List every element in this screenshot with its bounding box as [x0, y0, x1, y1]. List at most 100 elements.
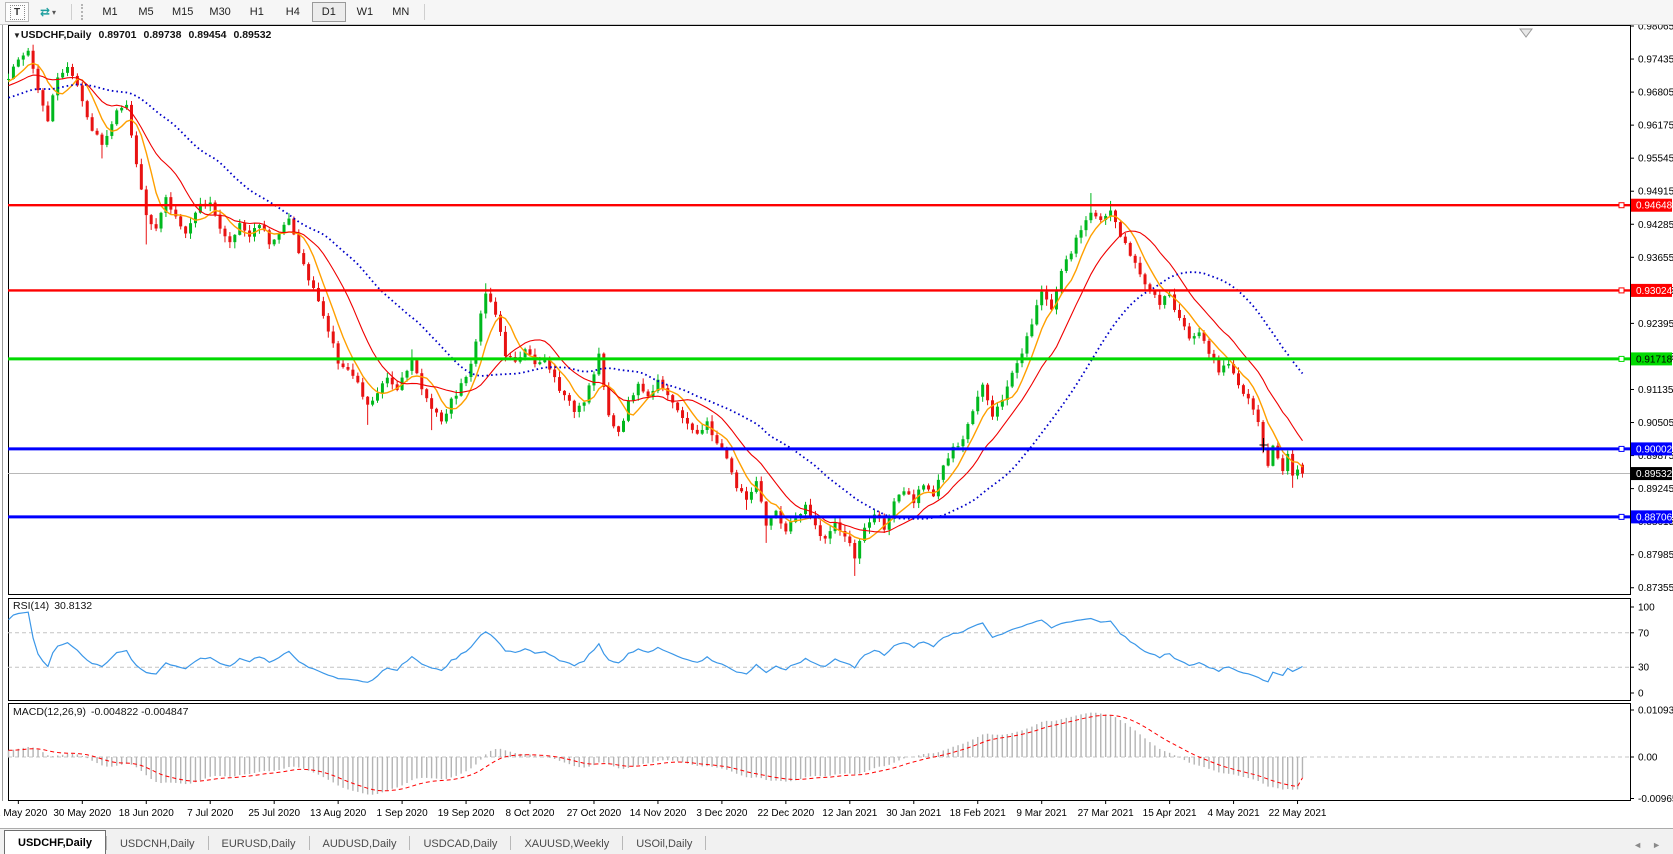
candle-body: [184, 226, 188, 234]
candle-body: [617, 426, 621, 432]
candle-body: [725, 448, 729, 459]
candle-body: [1168, 294, 1172, 297]
candle-body: [1261, 422, 1265, 448]
tile-windows-button[interactable]: ⇄ ▾: [31, 2, 65, 22]
candle-body: [1271, 445, 1275, 466]
tab-scroll-right-icon[interactable]: ►: [1652, 840, 1661, 850]
candle-body: [1010, 372, 1014, 387]
chart-tab-xauusd[interactable]: XAUUSD,Weekly: [524, 837, 610, 850]
resistance-line-2-handle[interactable]: [1618, 287, 1625, 294]
candle-body: [56, 77, 60, 96]
candle-body: [838, 522, 842, 532]
time-tick-label: 18 Jun 2020: [119, 808, 174, 819]
toolbar-grip[interactable]: [81, 4, 86, 20]
candle-body: [16, 59, 20, 67]
timeframe-button-h4[interactable]: H4: [285, 6, 300, 18]
timeframe-button-w1[interactable]: W1: [356, 6, 374, 18]
candle-body: [110, 124, 114, 136]
candle-body: [528, 349, 532, 355]
candle-body: [297, 234, 301, 254]
candle-body: [808, 504, 812, 517]
candle-body: [277, 233, 281, 240]
candle-body: [449, 398, 453, 414]
chart-tab-usdcnh[interactable]: USDCNH,Daily: [119, 837, 195, 850]
candle-body: [218, 214, 222, 229]
timeframe-button-h1[interactable]: H1: [249, 6, 264, 18]
support-line-2-handle[interactable]: [1618, 513, 1625, 520]
ohlc-high: 0.89738: [143, 29, 182, 41]
macd-panel[interactable]: [8, 703, 1631, 801]
candle-body: [646, 391, 650, 397]
candle-body: [1045, 291, 1049, 300]
candles-layer: [7, 44, 1304, 576]
candle-body: [410, 360, 414, 371]
candle-body: [1059, 270, 1063, 290]
resistance-line-1-handle[interactable]: [1618, 202, 1625, 209]
chart-tab-eurusd[interactable]: EURUSD,Daily: [221, 837, 296, 850]
candle-body: [538, 362, 542, 365]
toolbar-separator: [71, 4, 72, 20]
candle-body: [484, 293, 488, 314]
support-line-1-handle[interactable]: [1618, 445, 1625, 452]
candle-body: [597, 353, 601, 375]
text-cursor-tool-button[interactable]: T: [5, 2, 29, 22]
time-axis-labels: 12 May 2020 30 May 2020 18 Jun 2020 7 Jul 2…: [0, 800, 1327, 819]
candle-body: [740, 488, 744, 492]
chart-tab-usdchf[interactable]: USDCHF,Daily: [4, 830, 106, 854]
timeframe-button-m30[interactable]: M30: [209, 6, 231, 18]
candle-body: [1109, 210, 1113, 216]
candle-body: [439, 412, 443, 422]
price-tick-label: 0.97435: [1638, 55, 1673, 66]
candle-body: [105, 135, 109, 145]
timeframe-button-m1[interactable]: M1: [102, 6, 118, 18]
candle-body: [818, 525, 822, 537]
candle-body: [11, 66, 15, 79]
chart-tab-usoil[interactable]: USOil,Daily: [636, 837, 693, 850]
time-axis[interactable]: [0, 801, 1673, 827]
timeframe-button-d1[interactable]: D1: [311, 2, 346, 22]
candle-body: [572, 400, 576, 412]
candle-body: [257, 225, 261, 229]
candle-body: [1064, 259, 1068, 271]
candle-body: [179, 216, 183, 227]
candle-body: [602, 353, 606, 387]
price-axis[interactable]: [1631, 25, 1673, 800]
time-tick-label: 15 Apr 2021: [1143, 808, 1197, 819]
candle-body: [592, 374, 596, 386]
timeframe-button-m5[interactable]: M5: [138, 6, 154, 18]
current-price-label: 0.89532: [1636, 469, 1673, 480]
candle-body: [582, 402, 586, 406]
candle-body: [1015, 363, 1019, 373]
time-tick-label: 4 May 2021: [1207, 808, 1260, 819]
time-tick-label: 30 May 2020: [53, 808, 111, 819]
symbol-dropdown-icon[interactable]: ▼: [13, 31, 21, 40]
tab-scroll-left-icon[interactable]: ◄: [1633, 840, 1643, 850]
candle-body: [46, 105, 50, 122]
timeframe-button-mn[interactable]: MN: [392, 6, 410, 18]
candle-body: [51, 95, 55, 122]
candle-body: [676, 402, 680, 411]
candle-body: [1079, 230, 1083, 238]
chart-tab-audusd[interactable]: AUDUSD,Daily: [322, 837, 397, 850]
pivot-line-handle[interactable]: [1618, 355, 1625, 362]
candle-body: [243, 223, 247, 231]
time-tick-label: 7 Jul 2020: [187, 808, 234, 819]
timeframe-button-m15[interactable]: M15: [172, 6, 194, 18]
candle-body: [587, 385, 591, 403]
candle-body: [1256, 409, 1260, 423]
candle-body: [636, 383, 640, 396]
time-tick-label: 8 Oct 2020: [506, 808, 555, 819]
candle-body: [1187, 326, 1191, 339]
price-chart-panel[interactable]: [8, 25, 1631, 595]
rsi-panel[interactable]: [8, 598, 1631, 701]
candle-body: [331, 331, 335, 344]
chart-shift-marker[interactable]: [1519, 28, 1533, 38]
candle-body: [415, 360, 419, 374]
candle-body: [193, 212, 197, 224]
candle-body: [489, 293, 493, 302]
candle-body: [282, 224, 286, 234]
chart-tab-usdcad[interactable]: USDCAD,Daily: [423, 837, 498, 850]
macd-values: -0.004822 -0.004847: [90, 706, 189, 718]
price-tick-label: 0.91135: [1638, 385, 1673, 396]
